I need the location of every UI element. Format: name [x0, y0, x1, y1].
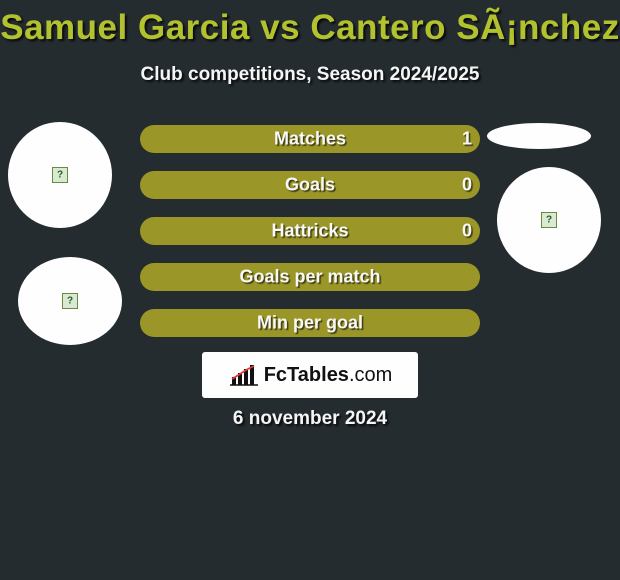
- stat-row-goals-per-match: Goals per match: [140, 263, 480, 291]
- stat-label: Min per goal: [140, 313, 480, 334]
- stat-right-value: 0: [462, 221, 472, 242]
- stat-row-matches: Matches 1: [140, 125, 480, 153]
- page-subtitle: Club competitions, Season 2024/2025: [0, 64, 620, 86]
- player1-club-avatar: [8, 122, 112, 228]
- branding-bold: FcTables: [264, 364, 349, 386]
- stat-label: Matches: [140, 129, 480, 150]
- stat-label: Goals: [140, 175, 480, 196]
- stats-bars: Matches 1 Goals 0 Hattricks 0 Goals per …: [140, 125, 480, 355]
- branding-suffix: .com: [349, 364, 392, 386]
- player2-photo-avatar: [497, 167, 601, 273]
- stat-row-goals: Goals 0: [140, 171, 480, 199]
- page-title: Samuel Garcia vs Cantero SÃ¡nchez: [0, 0, 620, 48]
- branding-text: FcTables.com: [264, 364, 393, 387]
- image-placeholder-icon: [52, 167, 68, 183]
- stat-row-hattricks: Hattricks 0: [140, 217, 480, 245]
- stat-label: Goals per match: [140, 267, 480, 288]
- player1-photo-avatar: [18, 257, 122, 345]
- image-placeholder-icon: [62, 293, 78, 309]
- image-placeholder-icon: [541, 212, 557, 228]
- player2-club-avatar: [487, 123, 591, 149]
- bars-chart-icon: [228, 363, 260, 387]
- stat-right-value: 1: [462, 129, 472, 150]
- stat-row-min-per-goal: Min per goal: [140, 309, 480, 337]
- stat-label: Hattricks: [140, 221, 480, 242]
- stat-right-value: 0: [462, 175, 472, 196]
- date-label: 6 november 2024: [0, 408, 620, 430]
- branding-box: FcTables.com: [202, 352, 418, 398]
